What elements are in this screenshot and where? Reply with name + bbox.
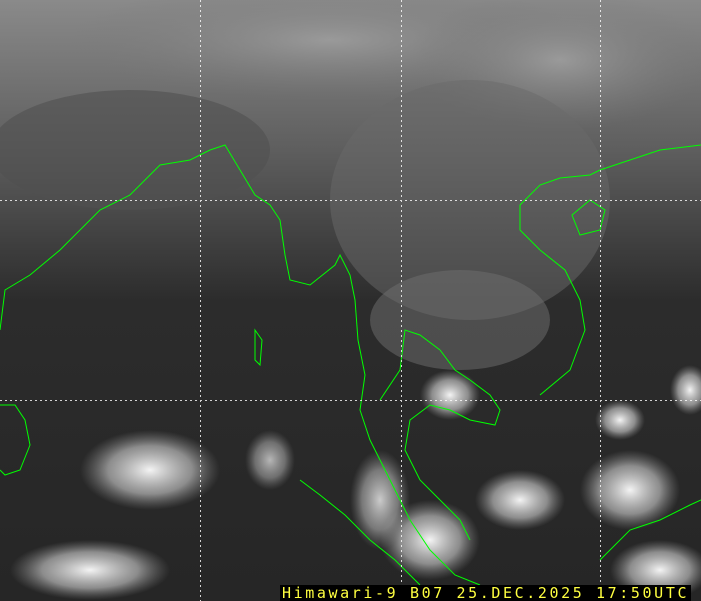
coastline-sumatra xyxy=(299,479,421,586)
coastline-andaman-islands xyxy=(254,328,263,367)
coastline-borneo xyxy=(599,499,701,561)
coastlines xyxy=(0,144,701,586)
cloud-systems xyxy=(10,365,701,600)
coastline-india-bay-of-bengal xyxy=(0,144,481,586)
coastline-vietnam-china xyxy=(519,144,701,396)
coastline-indochina xyxy=(379,329,501,541)
image-caption: Himawari-9 B07 25.DEC.2025 17:50UTC xyxy=(280,584,692,601)
coastline-hainan xyxy=(571,199,606,236)
coastline-sri-lanka xyxy=(0,404,31,476)
